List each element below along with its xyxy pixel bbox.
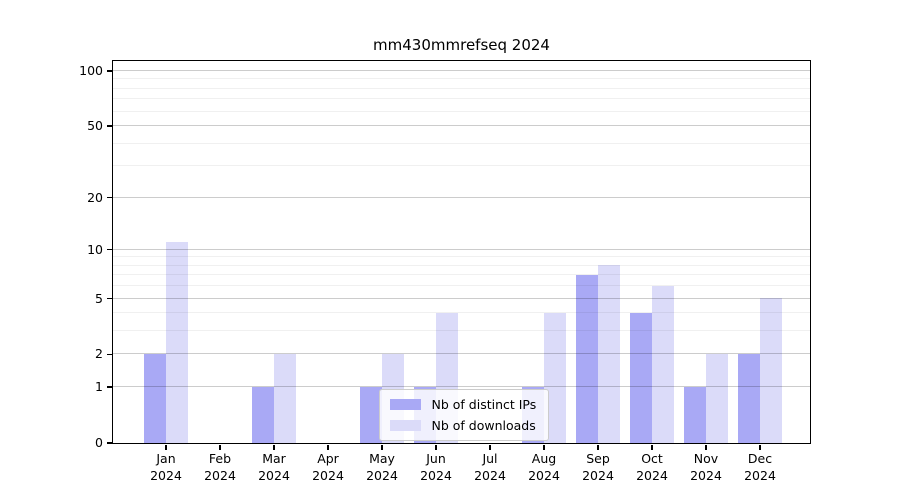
x-tick-label-aug: Aug 2024 [528,451,560,483]
gridlines-layer [112,61,810,443]
bar-nb-of-distinct-ips-mar [251,386,274,443]
chart-title: mm430mmrefseq 2024 [373,36,550,54]
legend-label: Nb of distinct IPs [431,396,537,412]
x-tick-mar [273,444,275,450]
bar-nb-of-downloads-dec [759,298,782,443]
x-tick-dec [759,444,761,450]
bar-nb-of-downloads-sep [597,265,620,443]
gridline-minor-9 [112,256,810,258]
y-tick-1 [106,386,112,388]
gridline-minor-7 [112,274,810,276]
x-tick-sep [597,444,599,450]
x-tick-label-nov: Nov 2024 [690,451,722,483]
bar-nb-of-distinct-ips-may [359,386,382,443]
gridline-major-100 [112,70,810,72]
legend-swatch-icon [389,398,421,410]
y-tick-20 [106,196,112,199]
x-tick-jan [165,444,167,450]
bar-nb-of-distinct-ips-oct [629,312,652,443]
x-tick-label-oct: Oct 2024 [636,451,668,483]
gridline-minor-40 [112,142,810,144]
plot-area: Nb of distinct IPs Nb of downloads [111,59,811,444]
y-tick-label-5: 5 [95,290,103,306]
y-tick-label-100: 100 [79,63,103,79]
bar-nb-of-distinct-ips-sep [575,274,598,443]
gridline-minor-6 [112,285,810,287]
y-tick-100 [106,70,112,72]
gridline-major-50 [112,125,810,127]
y-tick-label-0: 0 [95,435,103,450]
x-tick-may [381,444,383,450]
x-tick-label-jan: Jan 2024 [150,451,182,483]
bar-nb-of-downloads-nov [705,353,728,443]
x-tick-feb [219,444,221,450]
gridline-minor-90 [112,78,810,80]
x-tick-jul [489,444,491,450]
legend: Nb of distinct IPs Nb of downloads [378,388,550,441]
x-tick-apr [327,444,329,450]
x-tick-label-jul: Jul 2024 [474,451,506,483]
bar-nb-of-distinct-ips-dec [737,353,760,443]
y-tick-0 [106,442,112,444]
x-tick-label-apr: Apr 2024 [312,451,344,483]
y-tick-label-10: 10 [87,241,103,257]
legend-item: Nb of downloads [389,417,537,433]
x-tick-label-feb: Feb 2024 [204,451,236,483]
bar-nb-of-downloads-mar [273,353,296,443]
gridline-minor-60 [112,110,810,112]
x-tick-aug [543,444,545,450]
y-tick-label-1: 1 [95,379,103,395]
y-tick-5 [106,297,112,300]
y-tick-label-50: 50 [87,118,103,134]
x-tick-jun [435,444,437,450]
y-tick-50 [106,125,112,127]
bar-nb-of-distinct-ips-nov [683,386,706,443]
gridline-minor-70 [112,98,810,100]
gridline-major-10 [112,248,810,250]
legend-item: Nb of distinct IPs [389,396,537,412]
gridline-major-1 [112,386,810,388]
y-tick-2 [106,353,112,356]
gridline-minor-3 [112,330,810,332]
gridline-minor-4 [112,312,810,314]
x-tick-label-mar: Mar 2024 [258,451,290,483]
gridline-minor-80 [112,87,810,89]
gridline-major-5 [112,297,810,299]
gridline-major-20 [112,196,810,198]
x-tick-label-jun: Jun 2024 [420,451,452,483]
legend-swatch-icon [389,419,421,431]
x-tick-label-may: May 2024 [366,451,398,483]
gridline-minor-30 [112,165,810,167]
gridline-major-2 [112,353,810,355]
y-tick-label-2: 2 [95,346,103,362]
x-tick-label-sep: Sep 2024 [582,451,614,483]
gridline-minor-8 [112,264,810,266]
y-tick-10 [106,248,112,251]
bar-nb-of-downloads-oct [651,285,674,443]
legend-label: Nb of downloads [431,417,536,433]
x-tick-label-dec: Dec 2024 [744,451,776,483]
y-tick-label-20: 20 [87,189,103,205]
x-tick-oct [651,444,653,450]
bar-nb-of-downloads-jan [165,242,188,443]
x-tick-nov [705,444,707,450]
bar-nb-of-distinct-ips-jan [143,353,166,443]
